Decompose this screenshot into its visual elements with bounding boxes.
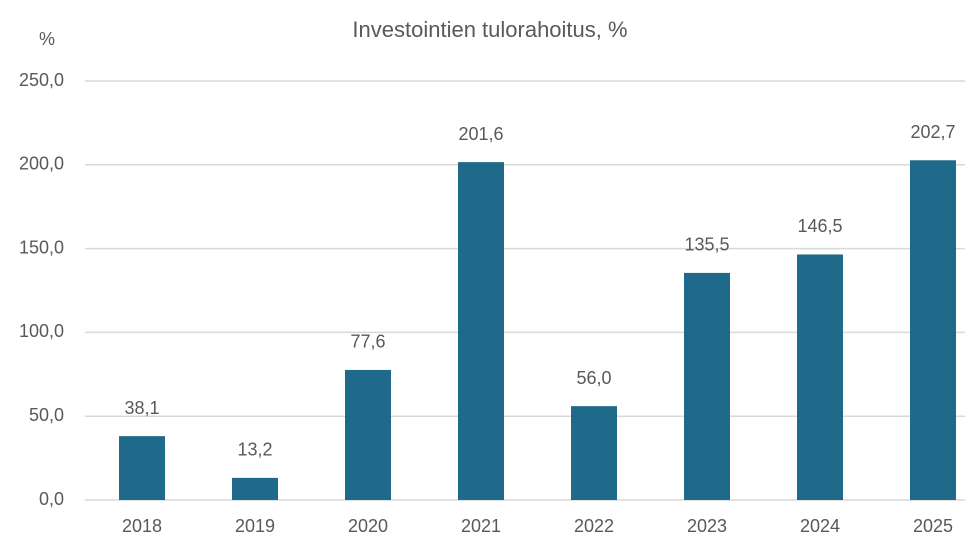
data-label: 135,5	[684, 235, 729, 255]
data-label: 56,0	[576, 368, 611, 388]
x-tick-label: 2023	[687, 516, 727, 536]
y-tick-label: 200,0	[19, 154, 64, 174]
x-tick-label: 2021	[461, 516, 501, 536]
data-label: 38,1	[124, 398, 159, 418]
bar	[684, 272, 730, 500]
y-tick-label: 150,0	[19, 237, 64, 257]
y-tick-label: 0,0	[39, 489, 64, 509]
bar	[232, 477, 278, 500]
x-tick-label: 2020	[348, 516, 388, 536]
y-tick-label: 50,0	[29, 405, 64, 425]
x-tick-label: 2022	[574, 516, 614, 536]
x-tick-label: 2025	[913, 516, 953, 536]
data-label: 77,6	[350, 332, 385, 352]
x-tick-label: 2019	[235, 516, 275, 536]
bar	[119, 436, 165, 500]
data-label: 202,7	[910, 122, 955, 142]
bar	[571, 406, 617, 500]
y-axis-label: %	[39, 29, 55, 49]
data-label: 146,5	[797, 216, 842, 236]
chart-title: Investointien tulorahoitus, %	[352, 17, 627, 42]
bar	[345, 369, 391, 500]
bar	[910, 160, 956, 501]
bar	[797, 254, 843, 500]
data-label: 201,6	[458, 124, 503, 144]
y-tick-label: 100,0	[19, 321, 64, 341]
data-label: 13,2	[237, 440, 272, 460]
x-tick-label: 2024	[800, 516, 840, 536]
y-tick-label: 250,0	[19, 70, 64, 90]
bar	[458, 162, 504, 500]
x-tick-label: 2018	[122, 516, 162, 536]
